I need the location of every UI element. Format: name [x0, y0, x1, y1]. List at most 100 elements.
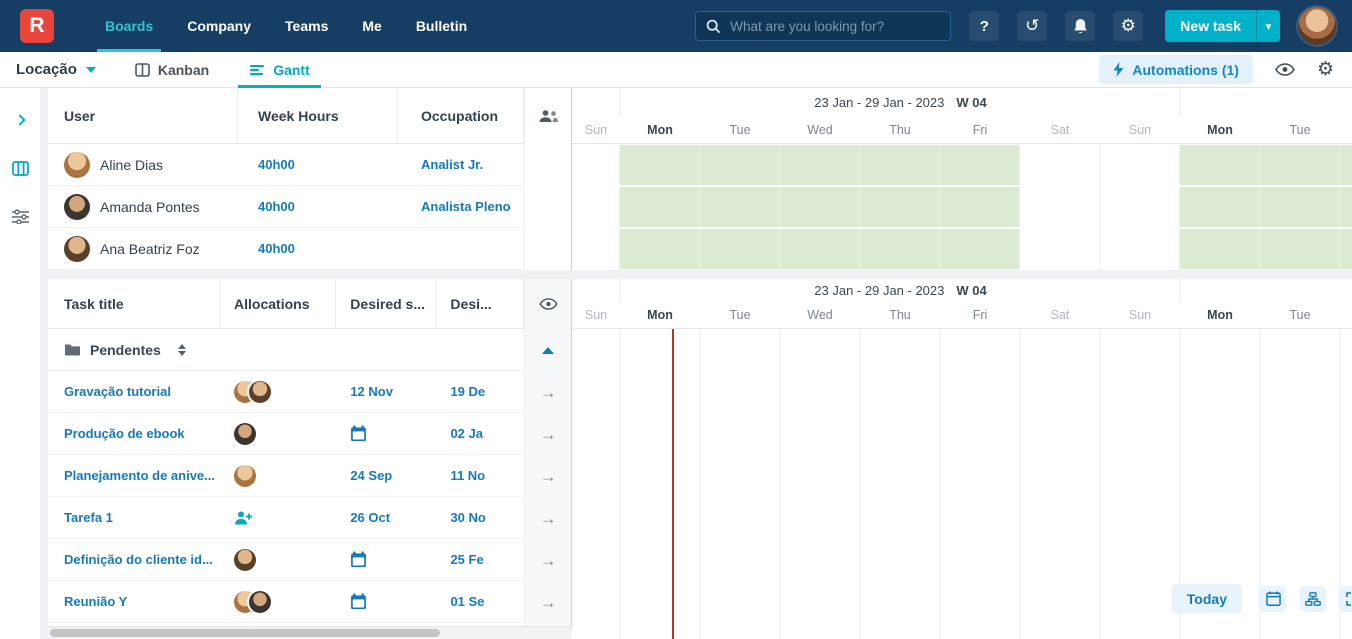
availability-cell-available[interactable]: [1180, 228, 1260, 270]
desired-end-value[interactable]: 02 Ja: [450, 426, 483, 441]
gantt-grid-column[interactable]: [1180, 329, 1260, 639]
task-title[interactable]: Tarefa 1: [64, 510, 113, 525]
notifications-button[interactable]: [1065, 11, 1096, 41]
availability-cell-available[interactable]: [620, 186, 700, 228]
filters-button[interactable]: [8, 206, 32, 226]
desired-end-value[interactable]: 19 De: [450, 384, 486, 399]
task-row[interactable]: Tarefa 1 26 Oct 30 No: [48, 497, 524, 539]
new-task-button[interactable]: New task: [1165, 10, 1256, 42]
desired-end-value[interactable]: 11 No: [450, 468, 486, 483]
task-group-row[interactable]: Pendentes: [48, 329, 524, 371]
gantt-grid-column[interactable]: [1020, 329, 1100, 639]
collapse-group-button[interactable]: [542, 346, 554, 354]
column-visibility-button[interactable]: [538, 298, 558, 310]
board-name[interactable]: Locação: [16, 61, 77, 78]
nav-item-me[interactable]: Me: [362, 18, 382, 34]
search-input[interactable]: [730, 18, 941, 34]
availability-cell-available[interactable]: [780, 186, 860, 228]
desired-start-value[interactable]: 26 Oct: [350, 510, 391, 525]
desired-end-value[interactable]: 30 No: [450, 510, 486, 525]
user-avatar[interactable]: [1298, 7, 1336, 45]
availability-cell-available[interactable]: [700, 144, 780, 186]
availability-cell-available[interactable]: [1340, 186, 1352, 228]
sort-button[interactable]: [177, 343, 186, 356]
set-date-button[interactable]: [350, 551, 367, 568]
help-button[interactable]: ?: [969, 11, 1000, 41]
scrollbar-thumb[interactable]: [50, 629, 440, 637]
hierarchy-view-button[interactable]: [1300, 585, 1326, 612]
history-button[interactable]: ↺: [1017, 11, 1048, 41]
nav-item-company[interactable]: Company: [187, 18, 252, 34]
go-to-task-button[interactable]: →: [540, 468, 557, 485]
desired-end-value[interactable]: 01 Se: [450, 594, 485, 609]
availability-cell-available[interactable]: [700, 186, 780, 228]
tab-gantt[interactable]: Gantt: [236, 52, 323, 88]
availability-cell-available[interactable]: [860, 144, 940, 186]
week-hours-value[interactable]: 40h00: [258, 157, 295, 172]
task-row[interactable]: Reunião Y 01 Se: [48, 581, 524, 623]
boards-panel-button[interactable]: [8, 158, 32, 178]
availability-cell-available[interactable]: [860, 228, 940, 270]
availability-cell[interactable]: [1100, 186, 1180, 228]
nav-item-bulletin[interactable]: Bulletin: [415, 18, 468, 34]
desired-start-value[interactable]: 24 Sep: [350, 468, 393, 483]
gantt-grid-column[interactable]: [940, 329, 1020, 639]
desired-start-value[interactable]: 12 Nov: [350, 384, 393, 399]
visibility-button[interactable]: [1275, 63, 1295, 76]
task-row[interactable]: Gravação tutorial 12 Nov 19 De: [48, 371, 524, 413]
availability-cell-available[interactable]: [1260, 228, 1340, 270]
nav-item-boards[interactable]: Boards: [88, 0, 170, 52]
task-row[interactable]: Produção de ebook 02 Ja: [48, 413, 524, 455]
availability-cell-available[interactable]: [620, 228, 700, 270]
gantt-grid-column[interactable]: [1260, 329, 1340, 639]
user-row[interactable]: Aline Dias 40h00 Analist Jr.: [48, 144, 524, 186]
set-date-button[interactable]: [350, 593, 367, 610]
fullscreen-button[interactable]: [1340, 585, 1352, 612]
expand-sidebar-button[interactable]: [8, 110, 32, 130]
week-hours-value[interactable]: 40h00: [258, 199, 295, 214]
availability-cell-available[interactable]: [1340, 228, 1352, 270]
task-title[interactable]: Definição do cliente id...: [64, 552, 213, 567]
gantt-grid-column[interactable]: [860, 329, 940, 639]
occupation-value[interactable]: Analist Jr.: [421, 157, 484, 172]
week-hours-value[interactable]: 40h00: [258, 241, 295, 256]
go-to-task-button[interactable]: →: [540, 594, 557, 611]
calendar-view-button[interactable]: [1260, 585, 1286, 612]
gantt-grid-column[interactable]: [620, 329, 700, 639]
global-search[interactable]: [695, 11, 952, 41]
go-to-task-button[interactable]: →: [540, 552, 557, 569]
go-to-task-button[interactable]: →: [540, 426, 557, 443]
availability-cell[interactable]: [1020, 186, 1100, 228]
availability-cell-available[interactable]: [620, 144, 700, 186]
horizontal-scrollbar[interactable]: [48, 626, 572, 639]
availability-cell-available[interactable]: [1340, 144, 1352, 186]
availability-cell-available[interactable]: [860, 186, 940, 228]
availability-cell-available[interactable]: [700, 228, 780, 270]
settings-button[interactable]: ⚙: [1113, 11, 1144, 41]
availability-cell-available[interactable]: [1180, 144, 1260, 186]
availability-cell[interactable]: [1020, 144, 1100, 186]
board-dropdown-icon[interactable]: [85, 66, 96, 73]
availability-cell-available[interactable]: [1260, 144, 1340, 186]
tab-kanban[interactable]: Kanban: [122, 52, 222, 88]
task-row[interactable]: Planejamento de anive... 24 Sep 11 No: [48, 455, 524, 497]
task-title[interactable]: Planejamento de anive...: [64, 468, 215, 483]
gantt-grid-column[interactable]: [700, 329, 780, 639]
new-task-dropdown-button[interactable]: ▾: [1256, 10, 1280, 42]
set-date-button[interactable]: [350, 425, 367, 442]
user-row[interactable]: Ana Beatriz Foz 40h00: [48, 228, 524, 270]
desired-end-value[interactable]: 25 Fe: [450, 552, 484, 567]
go-to-task-button[interactable]: →: [540, 384, 557, 401]
availability-cell[interactable]: [1020, 228, 1100, 270]
availability-cell-available[interactable]: [940, 186, 1020, 228]
availability-cell-available[interactable]: [940, 228, 1020, 270]
assign-user-button[interactable]: [234, 510, 253, 526]
availability-cell-available[interactable]: [780, 144, 860, 186]
availability-cell[interactable]: [1100, 144, 1180, 186]
gantt-grid-column[interactable]: [780, 329, 860, 639]
availability-cell[interactable]: [572, 228, 620, 270]
gantt-grid-column[interactable]: [572, 329, 620, 639]
task-title[interactable]: Gravação tutorial: [64, 384, 171, 399]
availability-cell-available[interactable]: [940, 144, 1020, 186]
availability-cell-available[interactable]: [780, 228, 860, 270]
